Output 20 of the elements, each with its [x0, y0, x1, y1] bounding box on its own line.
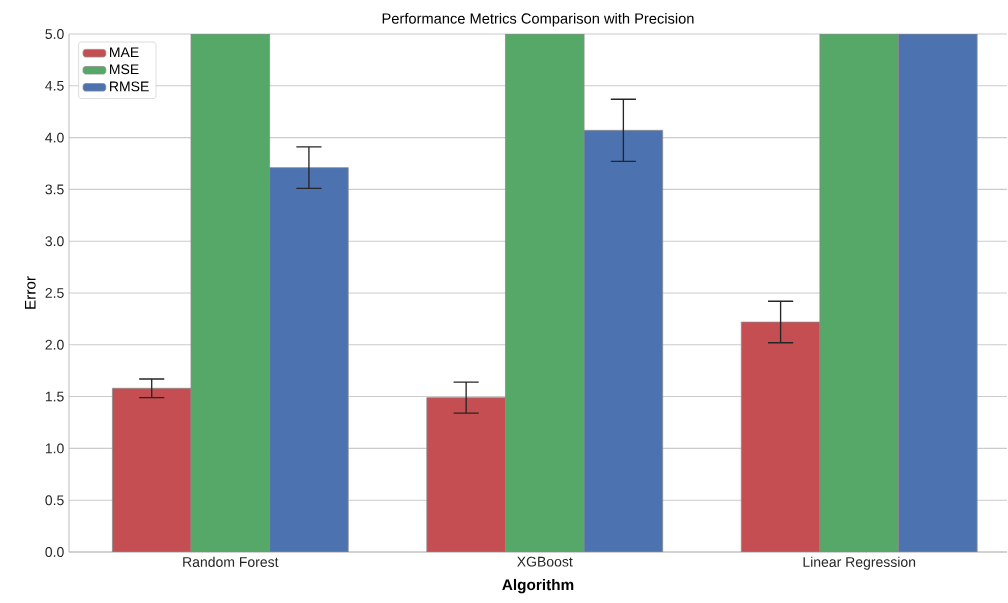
y-tick-label: 0.0: [45, 547, 64, 557]
y-tick-label: 4.0: [45, 132, 64, 143]
y-tick-label: 1.5: [45, 391, 64, 402]
x-axis-title: Algorithm: [502, 578, 574, 594]
y-tick-label: 3.5: [45, 184, 64, 195]
y-axis-title: Error: [24, 276, 36, 309]
x-tick-label: Linear Regression: [803, 556, 916, 570]
y-tick-label: 3.0: [45, 236, 64, 247]
x-tick-label: XGBoost: [517, 556, 573, 567]
legend-label: MSE: [110, 64, 139, 75]
y-tick-label: 4.5: [45, 80, 64, 91]
y-tick-label: 0.5: [45, 495, 64, 506]
y-tick-label: 5.0: [45, 29, 64, 39]
legend-label: MAE: [110, 47, 139, 57]
x-tick-label: Random Forest: [183, 556, 279, 567]
y-tick-label: 2.0: [45, 339, 64, 350]
chart-title: Performance Metrics Comparison with Precision: [382, 12, 694, 27]
legend-label: RMSE: [110, 81, 149, 92]
y-tick-label: 1.0: [45, 443, 64, 454]
y-tick-label: 2.5: [45, 288, 64, 298]
